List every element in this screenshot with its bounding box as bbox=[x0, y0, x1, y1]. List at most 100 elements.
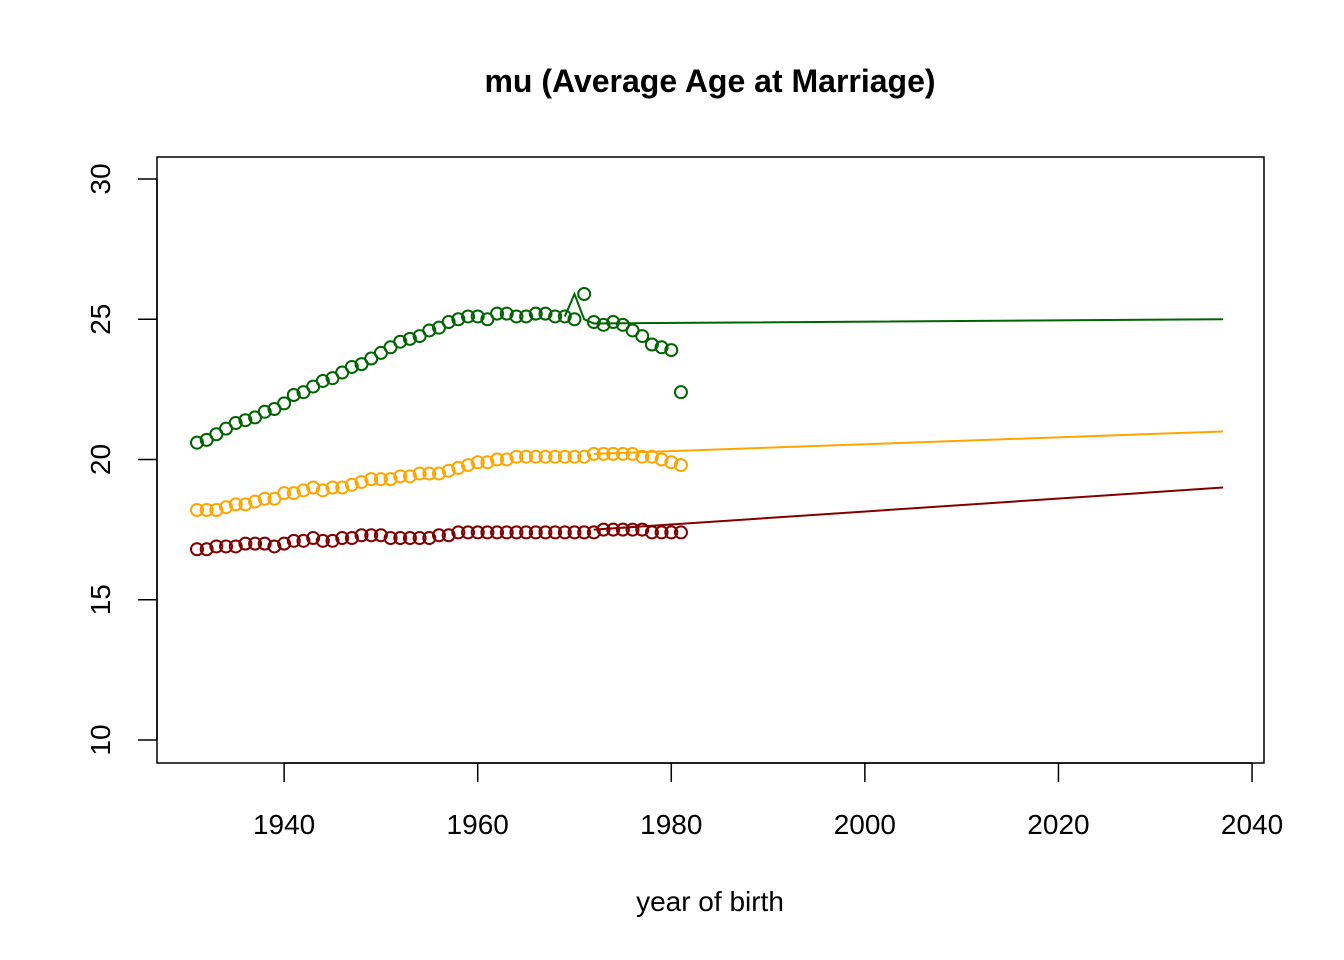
data-point bbox=[528, 449, 543, 464]
data-point bbox=[490, 452, 505, 467]
x-tick-label: 2000 bbox=[834, 809, 896, 840]
data-point bbox=[596, 522, 611, 537]
data-point bbox=[461, 309, 476, 324]
data-point bbox=[402, 469, 417, 484]
data-point bbox=[519, 309, 534, 324]
data-point bbox=[615, 522, 630, 537]
data-point bbox=[654, 452, 669, 467]
data-point bbox=[470, 309, 485, 324]
data-point bbox=[499, 306, 514, 321]
data-point bbox=[625, 522, 640, 537]
data-point bbox=[364, 472, 379, 487]
data-point bbox=[412, 531, 427, 546]
x-axis-label: year of birth bbox=[636, 886, 784, 917]
data-point bbox=[586, 525, 601, 540]
series-2 bbox=[190, 430, 1224, 517]
data-point bbox=[567, 449, 582, 464]
data-point bbox=[238, 497, 253, 512]
data-point bbox=[325, 533, 340, 548]
data-point bbox=[519, 449, 534, 464]
data-point bbox=[654, 525, 669, 540]
data-point bbox=[228, 497, 243, 512]
data-point bbox=[528, 306, 543, 321]
data-point bbox=[644, 525, 659, 540]
data-point bbox=[190, 542, 204, 557]
data-point bbox=[461, 525, 476, 540]
data-point bbox=[209, 539, 224, 554]
data-point bbox=[286, 486, 301, 501]
data-point bbox=[296, 533, 311, 548]
data-point bbox=[606, 315, 621, 330]
data-point bbox=[451, 525, 466, 540]
data-point bbox=[190, 435, 204, 450]
data-point bbox=[267, 539, 282, 554]
data-point bbox=[499, 452, 514, 467]
data-point bbox=[248, 494, 263, 509]
data-point bbox=[509, 309, 524, 324]
y-axis: 10 15 20 25 30 bbox=[85, 163, 158, 756]
data-point bbox=[673, 385, 688, 400]
data-point bbox=[315, 373, 330, 388]
data-point bbox=[664, 343, 679, 358]
data-point bbox=[538, 525, 553, 540]
data-point bbox=[344, 359, 359, 374]
x-axis: 1940 1960 1980 2000 2020 2040 bbox=[253, 762, 1283, 840]
data-point bbox=[557, 309, 572, 324]
data-point bbox=[577, 287, 592, 301]
data-point bbox=[519, 525, 534, 540]
data-point bbox=[644, 337, 659, 352]
x-tick-label: 1980 bbox=[640, 809, 702, 840]
y-tick-label: 30 bbox=[85, 163, 116, 194]
data-point bbox=[441, 463, 456, 478]
data-point bbox=[422, 323, 437, 338]
data-point bbox=[596, 317, 611, 332]
data-point bbox=[586, 315, 601, 330]
data-point bbox=[567, 312, 582, 327]
data-point bbox=[635, 449, 650, 464]
data-point bbox=[509, 525, 524, 540]
data-point bbox=[335, 531, 350, 546]
data-point bbox=[567, 525, 582, 540]
chart-title: mu (Average Age at Marriage) bbox=[484, 63, 935, 99]
data-point bbox=[257, 491, 272, 506]
data-point bbox=[470, 525, 485, 540]
data-point bbox=[673, 458, 688, 473]
data-point bbox=[364, 528, 379, 543]
series-3 bbox=[190, 486, 1224, 557]
data-point bbox=[480, 525, 495, 540]
data-point bbox=[238, 536, 253, 551]
data-point bbox=[625, 446, 640, 461]
data-point bbox=[509, 449, 524, 464]
data-point bbox=[306, 480, 321, 495]
data-point bbox=[393, 531, 408, 546]
data-point bbox=[577, 525, 592, 540]
data-point bbox=[228, 416, 243, 431]
data-point bbox=[422, 531, 437, 546]
data-point bbox=[412, 466, 427, 481]
data-point bbox=[461, 458, 476, 473]
data-point bbox=[644, 449, 659, 464]
series-line bbox=[593, 486, 1224, 531]
series-1 bbox=[190, 287, 1224, 450]
data-point bbox=[441, 315, 456, 330]
data-point bbox=[286, 533, 301, 548]
data-point bbox=[373, 528, 388, 543]
x-tick-label: 1960 bbox=[447, 809, 509, 840]
x-tick-label: 1940 bbox=[253, 809, 315, 840]
data-point bbox=[296, 483, 311, 498]
data-point bbox=[354, 474, 369, 489]
data-point bbox=[499, 525, 514, 540]
data-point bbox=[451, 460, 466, 475]
series-layer bbox=[190, 287, 1224, 557]
data-point bbox=[277, 396, 292, 411]
y-tick-label: 10 bbox=[85, 724, 116, 755]
data-point bbox=[209, 502, 224, 517]
data-point bbox=[490, 306, 505, 321]
x-tick-label: 2020 bbox=[1027, 809, 1089, 840]
data-point bbox=[664, 455, 679, 470]
data-point bbox=[257, 536, 272, 551]
data-point bbox=[393, 334, 408, 349]
y-tick-label: 25 bbox=[85, 304, 116, 335]
data-point bbox=[431, 528, 446, 543]
